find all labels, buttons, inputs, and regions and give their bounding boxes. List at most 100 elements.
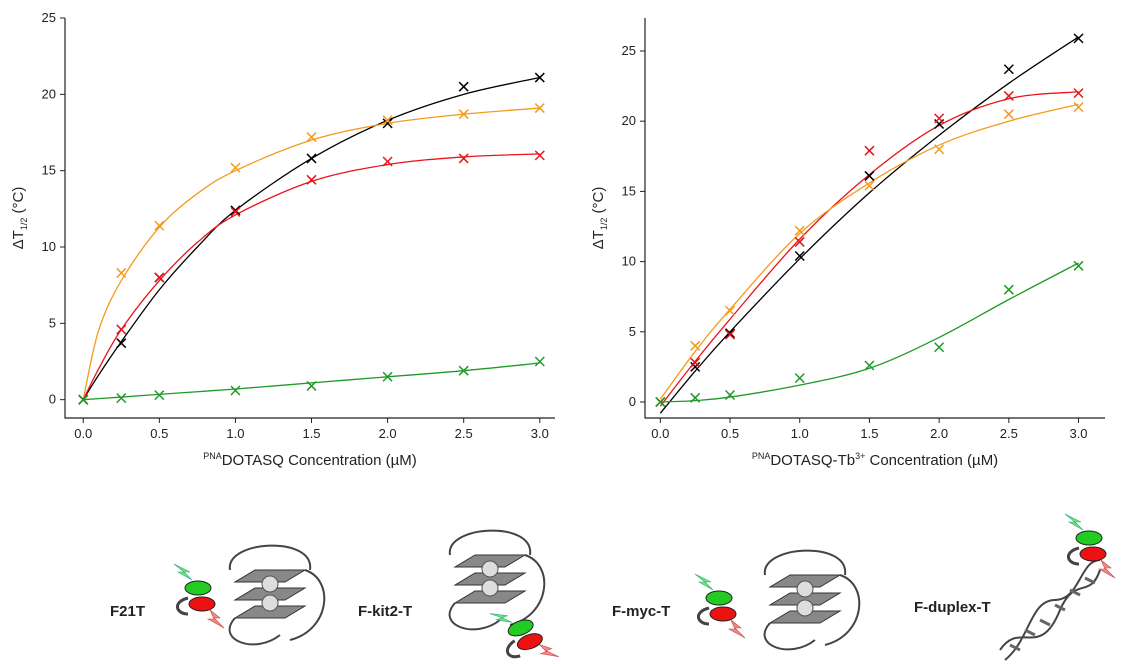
y-tick-label: 15 <box>42 163 56 178</box>
data-point <box>864 170 875 181</box>
data-point <box>306 132 317 143</box>
data-point <box>458 365 469 376</box>
data-point <box>116 393 127 404</box>
fit-line <box>82 107 540 400</box>
x-tick-label: 0.5 <box>150 426 168 441</box>
data-point <box>724 329 736 340</box>
data-point <box>1073 260 1084 271</box>
data-point <box>724 305 736 316</box>
data-point <box>864 145 875 156</box>
fit-line <box>659 36 1079 414</box>
data-point <box>655 396 666 408</box>
data-point <box>934 144 945 155</box>
schematic-f21t <box>172 544 326 646</box>
data-point <box>534 356 545 367</box>
chart: 0 5 10 15 20 25 0.0 0.5 1.0 1.5 2.0 2.5 3.0 PNADOTASQ… <box>10 10 555 469</box>
data-point <box>230 385 241 396</box>
axes <box>644 18 1105 419</box>
data-point <box>1073 33 1084 44</box>
x-tick-label: 1.0 <box>791 426 809 441</box>
construct-label: F-kit2-T <box>358 603 412 620</box>
chart: 0 5 10 15 20 25 0.0 0.5 1.0 1.5 2.0 2.5 3.0 PNADOTASQ… <box>590 18 1105 469</box>
data-point <box>154 390 165 401</box>
data-point <box>1073 102 1084 113</box>
data-point <box>306 153 317 164</box>
data-point <box>116 324 127 335</box>
data-point <box>154 272 165 283</box>
x-tick-label: 2.5 <box>1000 426 1018 441</box>
data-point <box>78 394 89 405</box>
data-point <box>690 392 701 403</box>
y-tick-label: 25 <box>42 10 56 25</box>
data-point <box>458 153 469 164</box>
data-point <box>1003 90 1014 101</box>
data-point <box>794 225 805 236</box>
data-point <box>534 103 545 114</box>
data-point <box>934 113 945 124</box>
data-point <box>230 205 241 216</box>
x-tick-label: 2.0 <box>930 426 948 441</box>
construct-label: F-duplex-T <box>914 599 991 616</box>
fit-line <box>659 103 1079 400</box>
data-point <box>154 220 165 231</box>
y-axis-label: ΔT1/2 (°C) <box>10 187 29 250</box>
data-point <box>116 267 127 278</box>
data-point <box>1073 88 1084 99</box>
data-point <box>458 109 469 120</box>
data-point <box>864 360 875 371</box>
y-tick-label: 0 <box>49 392 56 407</box>
y-tick-label: 20 <box>622 113 636 128</box>
y-tick-label: 15 <box>622 183 636 198</box>
data-point <box>794 250 805 262</box>
x-tick-label: 3.0 <box>1069 426 1087 441</box>
data-point <box>534 72 545 83</box>
y-tick-label: 10 <box>622 254 636 269</box>
x-tick-label: 2.5 <box>455 426 473 441</box>
x-tick-label: 2.0 <box>379 426 397 441</box>
data-point <box>1003 284 1014 295</box>
x-tick-label: 1.0 <box>226 426 244 441</box>
data-point <box>382 371 393 382</box>
data-point <box>458 81 469 92</box>
data-point <box>934 342 945 353</box>
data-point <box>1003 109 1014 120</box>
data-point <box>382 156 393 167</box>
data-point <box>534 150 545 161</box>
data-point <box>690 357 701 368</box>
data-point <box>724 389 736 401</box>
data-point <box>382 115 393 126</box>
fit-line <box>660 262 1079 403</box>
data-point <box>306 380 317 391</box>
data-point <box>1003 64 1014 75</box>
fit-line <box>83 362 540 401</box>
schematic-duplex <box>999 512 1117 661</box>
y-tick-label: 20 <box>42 86 56 101</box>
data-point <box>382 118 393 129</box>
y-tick-label: 5 <box>629 324 636 339</box>
construct-label: F-myc-T <box>612 603 670 620</box>
fit-line <box>82 76 540 401</box>
data-point <box>230 206 241 217</box>
y-tick-label: 5 <box>49 315 56 330</box>
construct-label: F21T <box>110 603 145 620</box>
data-point <box>690 340 701 351</box>
data-point <box>690 361 701 372</box>
data-point <box>864 180 875 191</box>
x-tick-label: 0.0 <box>651 426 669 441</box>
x-axis-label: PNADOTASQ Concentration (µM) <box>203 451 417 469</box>
x-tick-label: 0.5 <box>721 426 739 441</box>
x-tick-label: 3.0 <box>531 426 549 441</box>
x-axis-label: PNADOTASQ-Tb3+ Concentration (µM) <box>752 451 998 469</box>
data-point <box>306 174 317 185</box>
data-point <box>230 162 241 173</box>
y-tick-label: 0 <box>629 394 636 409</box>
x-tick-label: 1.5 <box>860 426 878 441</box>
x-tick-label: 0.0 <box>74 426 92 441</box>
axes <box>64 18 555 419</box>
data-point <box>794 373 805 384</box>
fit-line <box>82 153 540 400</box>
x-tick-label: 1.5 <box>302 426 320 441</box>
fit-line <box>659 91 1079 407</box>
y-tick-label: 25 <box>622 43 636 58</box>
schematic-kit2 <box>448 529 561 664</box>
